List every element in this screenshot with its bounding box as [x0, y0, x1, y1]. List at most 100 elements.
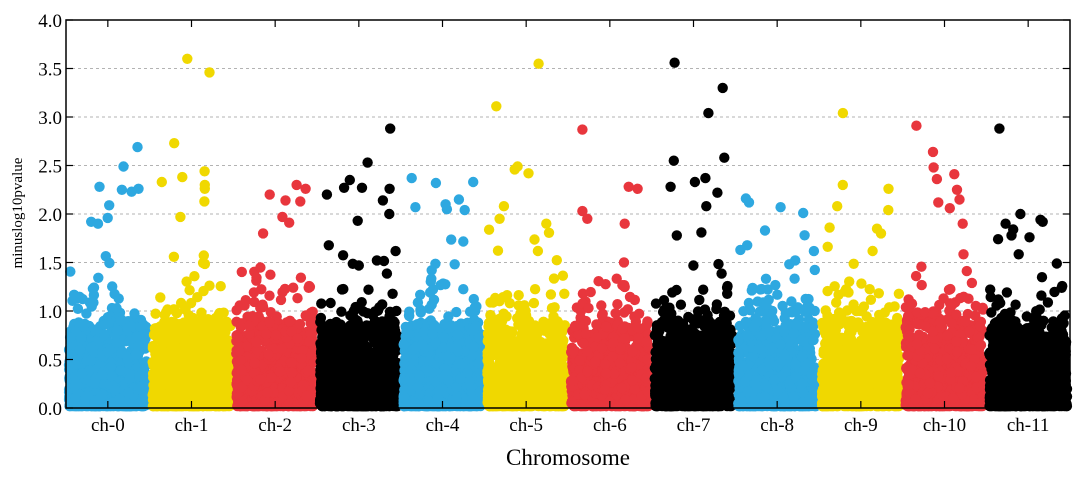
data-point — [358, 337, 369, 349]
data-point — [111, 337, 122, 348]
data-point — [358, 378, 370, 389]
data-point — [81, 308, 92, 319]
data-point — [342, 328, 354, 340]
data-point — [264, 317, 275, 328]
data-point — [187, 362, 199, 373]
peak-point — [118, 161, 129, 172]
peak-point — [132, 141, 143, 153]
data-point — [348, 305, 360, 317]
data-point — [156, 381, 167, 392]
data-point — [93, 394, 105, 405]
peak-point — [385, 123, 396, 134]
data-point — [391, 305, 402, 317]
data-point — [154, 392, 165, 403]
peak-point — [92, 218, 104, 229]
data-point — [265, 269, 276, 280]
data-point — [388, 396, 399, 407]
data-point — [331, 316, 342, 328]
data-point — [316, 298, 327, 309]
series-ch-4 — [398, 172, 487, 412]
data-point — [426, 299, 437, 310]
data-point — [251, 272, 262, 283]
data-point — [381, 318, 393, 329]
data-point — [390, 245, 401, 257]
data-point — [369, 349, 381, 361]
data-point — [255, 262, 266, 273]
data-point — [379, 337, 390, 348]
data-point — [362, 325, 373, 337]
peak-point — [356, 182, 368, 193]
series-ch-0 — [63, 141, 152, 412]
data-point — [124, 373, 135, 384]
peak-point — [291, 179, 302, 191]
data-point — [248, 287, 260, 298]
data-point — [99, 329, 110, 340]
data-point — [329, 394, 341, 405]
peak-point — [257, 228, 269, 239]
data-point — [305, 318, 316, 329]
data-point — [81, 390, 92, 402]
data-point — [370, 359, 381, 371]
data-point — [325, 297, 336, 309]
data-point — [240, 295, 251, 306]
data-point — [99, 319, 111, 330]
peak-point — [175, 211, 186, 223]
data-point — [375, 368, 387, 380]
data-point — [104, 257, 115, 269]
data-point — [73, 317, 84, 328]
data-point — [236, 266, 247, 278]
peak-point — [182, 53, 193, 64]
data-point — [115, 365, 126, 376]
data-point — [176, 320, 188, 331]
data-point — [86, 301, 97, 312]
data-point — [286, 367, 297, 378]
data-point — [189, 271, 200, 282]
data-point — [85, 342, 97, 353]
data-point — [207, 350, 218, 362]
peak-point — [156, 176, 167, 188]
data-point — [155, 292, 166, 303]
data-point — [381, 268, 393, 279]
data-point — [303, 282, 314, 293]
data-point — [336, 306, 347, 317]
data-point — [215, 281, 226, 292]
data-point — [270, 329, 281, 341]
data-point — [74, 344, 86, 355]
data-point — [334, 370, 345, 381]
data-point — [263, 349, 274, 360]
data-point — [387, 288, 398, 299]
data-point — [347, 258, 358, 269]
data-point — [271, 397, 283, 408]
data-point — [134, 371, 145, 382]
data-point — [187, 319, 198, 331]
data-point — [89, 378, 100, 389]
data-point — [69, 381, 81, 392]
data-point — [336, 345, 347, 357]
data-point — [112, 325, 123, 336]
peak-point — [126, 186, 137, 197]
data-point — [324, 374, 335, 385]
data-point — [295, 272, 307, 283]
data-point — [195, 349, 206, 361]
data-point — [157, 338, 169, 350]
data-point — [88, 289, 100, 301]
data-point — [77, 293, 88, 305]
data-point — [123, 387, 134, 399]
data-point — [262, 387, 273, 398]
peak-point — [116, 184, 128, 195]
data-point — [292, 333, 303, 344]
data-point — [338, 283, 349, 295]
data-point — [266, 372, 277, 383]
data-point — [275, 294, 287, 306]
peak-point — [338, 182, 350, 193]
data-point — [186, 378, 197, 389]
peak-point — [199, 166, 210, 177]
data-point — [296, 353, 307, 364]
data-point — [304, 336, 315, 347]
data-point — [347, 364, 358, 376]
data-point — [249, 357, 260, 369]
data-point — [115, 315, 127, 326]
data-point — [363, 284, 374, 295]
data-point — [169, 395, 180, 406]
peak-point — [284, 217, 295, 228]
